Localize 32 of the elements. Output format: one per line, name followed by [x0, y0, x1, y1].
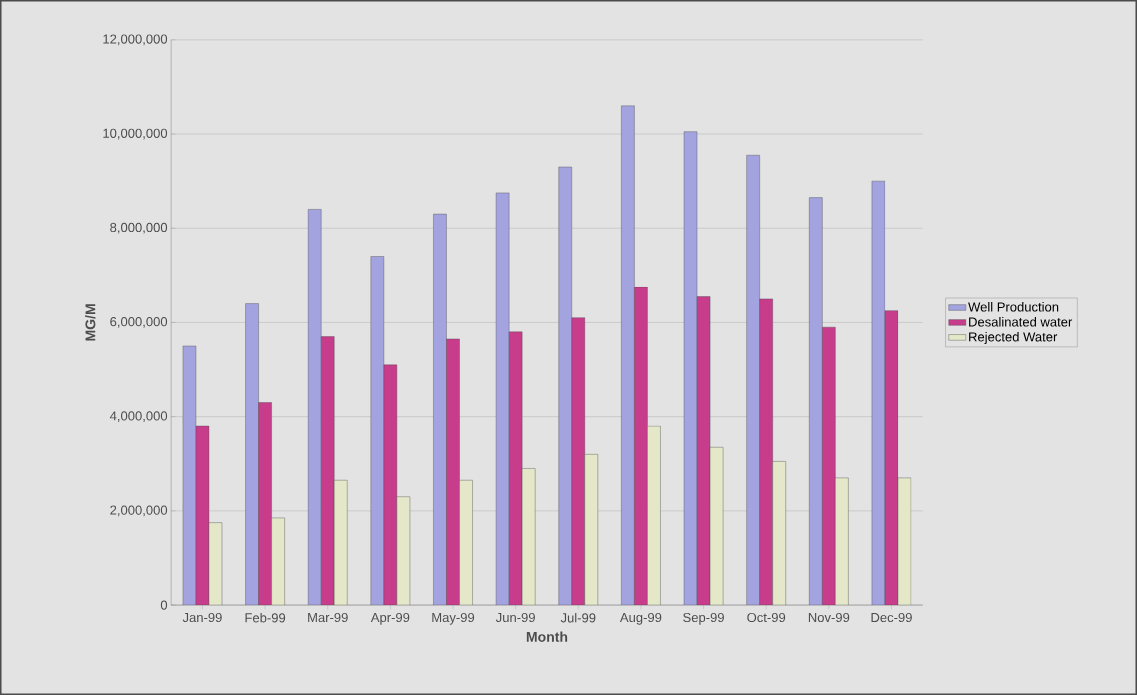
y-tick-label: 10,000,000 [103, 128, 168, 140]
legend-label: Rejected Water [969, 331, 1058, 345]
y-tick-label: 6,000,000 [110, 317, 168, 328]
x-tick-label: Dec-99 [871, 612, 912, 623]
x-tick-label: Jan-99 [182, 612, 222, 623]
legend-label: Well Production [968, 302, 1059, 312]
bar [746, 155, 760, 606]
x-tick-label: May-99 [432, 612, 475, 625]
x-tick-label: Jun-99 [495, 612, 535, 623]
bar [558, 166, 572, 606]
y-tick-label: 0 [160, 600, 168, 610]
bar [370, 256, 385, 606]
bar [307, 209, 322, 606]
x-tick-label: Apr-99 [370, 612, 410, 625]
x-tick-label: Nov-99 [808, 612, 850, 623]
x-tick-label: Feb-99 [245, 612, 286, 623]
legend-label: Desalinated water [969, 316, 1073, 327]
y-axis-title: MG/M [85, 304, 96, 341]
x-tick-label: Aug-99 [619, 612, 662, 625]
bar [433, 213, 447, 606]
y-tick-label: 4,000,000 [109, 411, 168, 423]
x-axis-title: Month [526, 631, 568, 642]
y-tick-label: 8,000,000 [110, 222, 168, 234]
x-tick-label: Sep-99 [683, 612, 724, 625]
bar [809, 197, 823, 606]
y-tick-label: 12,000,000 [103, 34, 168, 46]
bar [621, 105, 635, 606]
y-tick-label: 2,000,000 [110, 505, 168, 517]
x-tick-label: Oct-99 [747, 612, 786, 623]
x-tick-label: Jul-99 [560, 612, 596, 623]
bar [245, 303, 259, 606]
x-tick-label: Mar-99 [308, 612, 348, 623]
